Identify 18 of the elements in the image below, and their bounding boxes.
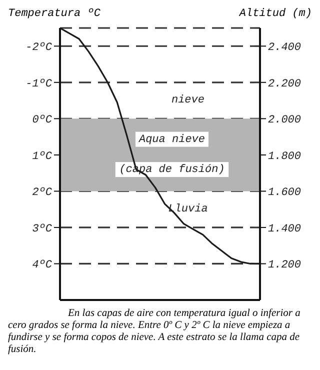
y2-tick-label: 2ºC [32,187,52,200]
annotation: nieve [171,94,205,107]
y2-tick-label: 3ºC [32,223,52,236]
y2-tick-label: -1ºC [26,78,52,90]
y-tick-label: 1.400 [268,223,302,236]
y-axis-title: Altitud (m) [239,8,312,22]
y-tick-label: 1.600 [268,187,302,200]
y2-tick-label: 1ºC [32,150,52,163]
y2-axis-title: Temperatura ºC [8,8,100,22]
y-tick-label: 2.400 [268,42,302,54]
y-tick-label: 1.200 [268,260,302,272]
y-tick-label: 2.000 [268,114,302,127]
y-tick-label: 1.800 [268,150,302,163]
y-tick-label: 2.200 [268,78,302,90]
y2-tick-label: 0ºC [32,114,52,127]
y2-tick-label: -2ºC [26,42,52,54]
y2-tick-label: 4ºC [32,260,52,272]
text: En las capas de aire con temperatura igual o inferior a cero grados se forma la nieve. Entre 0º C y 2º C la nieve empieza a fundirse y se forma copos de nieve. A este estrato se la llama capa de fusión. [8,308,302,356]
